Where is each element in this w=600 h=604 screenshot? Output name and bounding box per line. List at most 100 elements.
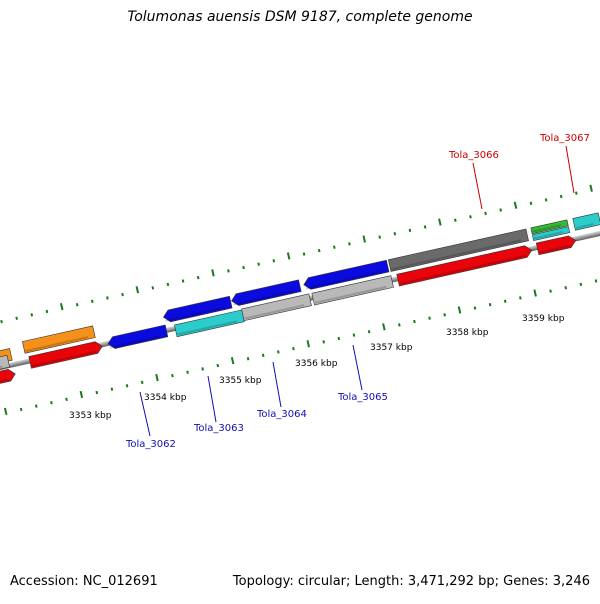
- upper-tick: [0, 319, 3, 324]
- gene-tola-3067-cyan[interactable]: [532, 226, 571, 241]
- lower-tick: [306, 340, 310, 348]
- upper-tick: [181, 279, 185, 283]
- gene-label-tola-3064[interactable]: Tola_3064: [256, 409, 307, 420]
- gene-tola-3064-blue[interactable]: [230, 279, 302, 307]
- lower-tick: [413, 319, 416, 324]
- leader-tola-3066: [472, 162, 483, 210]
- lower-tick: [322, 340, 326, 344]
- upper-tick: [513, 201, 518, 209]
- lower-tick: [110, 387, 114, 391]
- upper-tick: [242, 265, 245, 270]
- gene-red-left-a[interactable]: [0, 368, 17, 391]
- upper-tick: [499, 208, 503, 212]
- accession-text: Accession: NC_012691: [10, 574, 158, 589]
- gene-tola-3066-gray[interactable]: [387, 228, 529, 272]
- lower-tick: [533, 289, 537, 297]
- kbp-label-3355: 3355 kbp: [219, 376, 262, 386]
- gene-label-tola-3063[interactable]: Tola_3063: [193, 423, 244, 434]
- gene-right-edge[interactable]: [572, 212, 600, 231]
- gene-tola-3064-shade: [244, 304, 305, 320]
- lower-tick: [186, 370, 189, 374]
- gene-tola-3062-shade: [109, 335, 161, 349]
- leader-tola-3065: [352, 344, 363, 391]
- gene-tola-3067-green[interactable]: [530, 219, 569, 235]
- gene-tola-3066-gray-shade: [391, 239, 522, 271]
- upper-tick: [333, 245, 336, 249]
- lower-tick: [277, 350, 280, 354]
- leader-tola-3067: [565, 145, 575, 194]
- lower-tick: [246, 357, 250, 361]
- tick-track-lower: [3, 279, 598, 416]
- kbp-label-3356: 3356 kbp: [295, 359, 338, 369]
- lower-tick: [95, 390, 99, 395]
- upper-tick: [589, 184, 593, 192]
- upper-tick: [484, 211, 487, 216]
- lower-tick: [382, 323, 386, 331]
- lower-tick: [155, 373, 159, 382]
- gene-tola-3065[interactable]: [311, 275, 394, 306]
- lower-tick: [549, 289, 552, 293]
- lower-tick: [216, 363, 220, 368]
- lower-tick: [519, 296, 522, 300]
- upper-tick: [211, 269, 215, 277]
- gene-tola-3063-blue-shade: [165, 306, 226, 322]
- upper-tick: [348, 242, 351, 246]
- lower-tick: [65, 397, 68, 402]
- gene-tola-3063-blue[interactable]: [162, 295, 233, 323]
- gene-labels: Tola_3062 Tola_3063 Tola_3064 Tola_3065 …: [125, 133, 590, 450]
- leader-tola-3062: [139, 391, 151, 437]
- kbp-label-3353: 3353 kbp: [69, 411, 112, 421]
- gene-gray-left[interactable]: [0, 354, 10, 375]
- gene-tola-3067-cyan-shade: [533, 231, 563, 240]
- kbp-labels: 3353 kbp 3354 kbp 3355 kbp 3356 kbp 3357…: [69, 314, 565, 421]
- gene-tola-3062[interactable]: [107, 324, 169, 350]
- upper-tick: [559, 194, 563, 199]
- lower-tick: [398, 323, 401, 327]
- gene-label-tola-3065[interactable]: Tola_3065: [337, 392, 388, 403]
- gene-tola-3063[interactable]: [174, 309, 245, 338]
- gene-tola-3064-blue-shade: [233, 290, 295, 306]
- kbp-label-3357: 3357 kbp: [370, 343, 413, 353]
- gene-tola-3065-blue-shade: [305, 270, 382, 290]
- upper-tick: [469, 215, 472, 219]
- upper-tick: [166, 282, 170, 287]
- lower-tick: [367, 330, 371, 334]
- gene-orange[interactable]: [22, 325, 96, 354]
- upper-tick: [45, 309, 49, 314]
- lower-tick: [503, 299, 507, 303]
- kbp-label-3359: 3359 kbp: [522, 314, 565, 324]
- gene-tola-3064[interactable]: [241, 293, 312, 322]
- gene-tola-3067[interactable]: [535, 235, 577, 256]
- upper-tick: [121, 292, 124, 297]
- upper-tick: [544, 198, 548, 202]
- lower-tick: [50, 401, 53, 405]
- gene-tola-3067-green-shade: [532, 224, 562, 233]
- upper-tick: [575, 191, 578, 195]
- lower-tick: [171, 373, 174, 378]
- gene-tola-3063-shade: [177, 320, 238, 336]
- upper-tick: [393, 232, 397, 236]
- kbp-label-3358: 3358 kbp: [446, 328, 489, 338]
- lower-tick: [564, 286, 568, 290]
- gene-red[interactable]: [28, 340, 104, 369]
- gene-tola-3065-blue[interactable]: [302, 259, 390, 290]
- gene-orange-left[interactable]: [0, 348, 13, 369]
- gene-label-tola-3062[interactable]: Tola_3062: [125, 439, 176, 450]
- lower-tick: [3, 407, 8, 416]
- upper-tick: [75, 303, 79, 307]
- lower-tick: [352, 333, 356, 337]
- upper-tick: [317, 248, 321, 253]
- gene-label-leaders: [139, 145, 575, 437]
- upper-tick: [423, 225, 427, 229]
- upper-tick: [454, 218, 457, 222]
- gene-label-tola-3067[interactable]: Tola_3067: [539, 133, 590, 144]
- gene-tola-3066[interactable]: [396, 244, 533, 287]
- lower-tick: [488, 302, 492, 307]
- lower-tick: [292, 346, 295, 351]
- lower-tick: [337, 336, 341, 341]
- upper-tick: [151, 286, 155, 290]
- lower-tick: [473, 306, 477, 310]
- gene-label-tola-3066[interactable]: Tola_3066: [448, 150, 499, 161]
